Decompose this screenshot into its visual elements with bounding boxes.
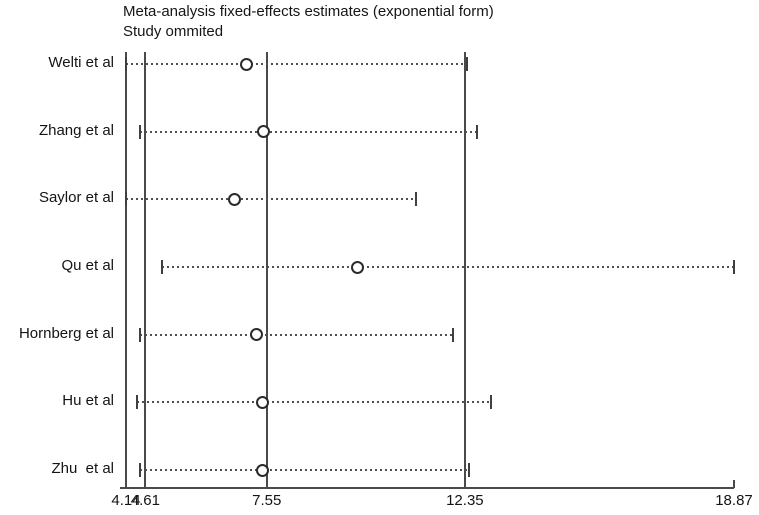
x-axis-tick-label: 18.87 [715, 492, 753, 509]
ci-lower-cap [125, 192, 127, 207]
ci-lower-cap [139, 463, 142, 478]
ci-lower-cap [138, 124, 141, 139]
reference-line [125, 52, 127, 488]
estimate-marker [257, 125, 271, 139]
x-axis-tick [144, 480, 147, 488]
ci-line [162, 266, 734, 268]
ci-upper-cap [489, 395, 492, 410]
ci-upper-cap [465, 57, 468, 71]
study-label: Zhang et al [38, 121, 114, 139]
ci-lower-cap [135, 395, 138, 410]
chart-title: Meta-analysis fixed-effects estimates (e… [123, 3, 494, 20]
x-axis-tick-label: 4.61 [130, 492, 160, 509]
x-axis-line [120, 487, 734, 489]
ci-line [136, 401, 491, 404]
ci-lower-cap [125, 57, 127, 71]
ci-upper-cap [476, 124, 479, 139]
ci-upper-cap [415, 192, 418, 207]
x-axis-tick-label: 7.55 [252, 492, 282, 509]
study-label: Welti et al [48, 54, 114, 71]
chart-subtitle: Study ommited [123, 23, 224, 40]
study-label: Qu et al [61, 257, 114, 274]
x-axis-tick-label: 4.14 [111, 492, 141, 509]
reference-line [463, 52, 466, 488]
estimate-marker [240, 57, 254, 71]
estimate-marker [351, 260, 365, 274]
ci-line [139, 333, 454, 336]
study-label: Hu et al [62, 392, 114, 410]
ci-upper-cap [733, 260, 735, 274]
study-label: Hornberg et al [18, 324, 114, 342]
estimate-marker [256, 395, 270, 409]
estimate-marker [249, 328, 263, 342]
estimate-marker [256, 463, 270, 477]
ci-lower-cap [161, 260, 164, 274]
x-axis-tick-label: 12.35 [446, 492, 484, 509]
ci-line [139, 130, 478, 133]
study-label: Saylor et al [38, 189, 114, 207]
x-axis-tick [125, 480, 127, 488]
study-label: Zhu et al [51, 460, 114, 478]
x-axis-tick [733, 480, 735, 488]
x-axis-tick [265, 480, 268, 488]
reference-line [144, 52, 147, 488]
reference-line [265, 52, 268, 488]
ci-upper-cap [452, 327, 455, 342]
x-axis-tick [463, 480, 466, 488]
chart-title-block: Meta-analysis fixed-effects estimates (e… [123, 2, 494, 42]
ci-line [140, 469, 469, 472]
ci-line [126, 63, 467, 65]
estimate-marker [227, 192, 241, 206]
ci-upper-cap [468, 463, 470, 478]
ci-line [126, 198, 417, 201]
ci-lower-cap [138, 327, 141, 342]
